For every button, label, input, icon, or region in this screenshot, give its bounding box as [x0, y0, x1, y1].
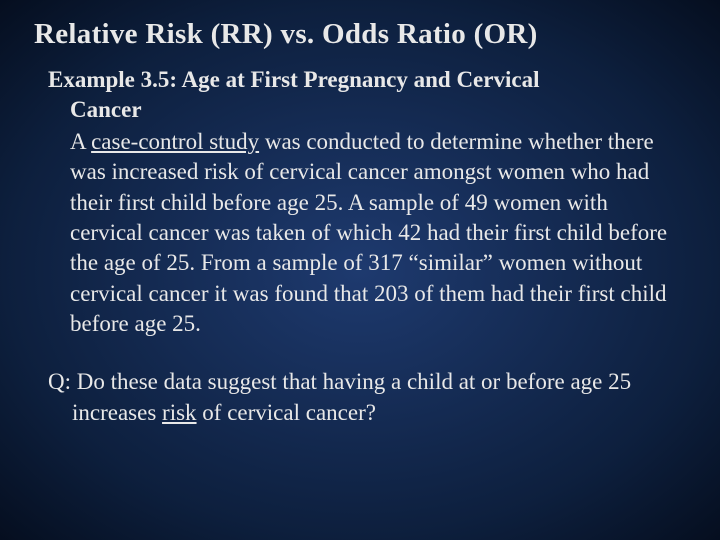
- question-underlined-term: risk: [162, 400, 197, 425]
- slide-container: Relative Risk (RR) vs. Odds Ratio (OR) E…: [0, 0, 720, 540]
- slide-title: Relative Risk (RR) vs. Odds Ratio (OR): [34, 18, 686, 51]
- body-underlined-term: case-control study: [91, 129, 259, 154]
- body-paragraph: A case-control study was conducted to de…: [34, 127, 686, 340]
- example-label: Example 3.5: Age at First Pregnancy and …: [34, 65, 686, 125]
- question-paragraph: Q: Do these data suggest that having a c…: [34, 367, 686, 428]
- example-label-line1: Example 3.5: Age at First Pregnancy and …: [48, 67, 539, 92]
- body-rest: was conducted to determine whether there…: [70, 129, 667, 336]
- question-suffix: of cervical cancer?: [197, 400, 376, 425]
- body-prefix: A: [70, 129, 91, 154]
- example-label-line2: Cancer: [48, 95, 142, 125]
